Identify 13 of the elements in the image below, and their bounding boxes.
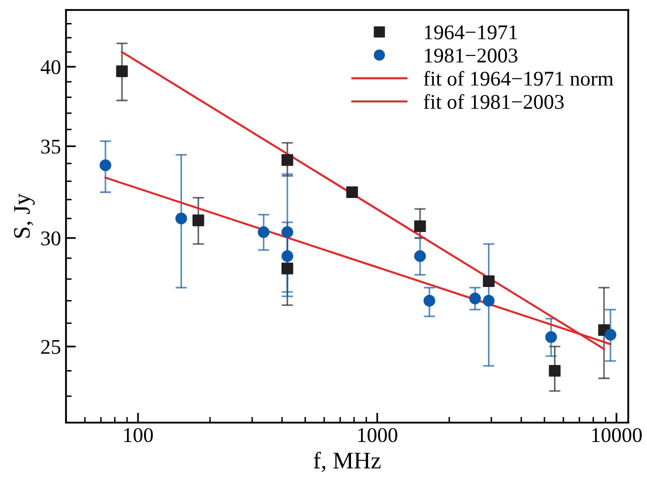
legend-label: 1981−2003 <box>424 48 518 63</box>
x-tick-label: 100 <box>124 428 153 442</box>
legend-label: fit of 1981−2003 <box>424 94 564 109</box>
y-tick-label: 40 <box>40 60 60 74</box>
legend-label: fit of 1964−1971 norm <box>424 70 614 86</box>
y-tick-label: 35 <box>41 140 60 154</box>
y-tick-label: 25 <box>41 340 60 354</box>
legend-label: 1964−1971 <box>424 25 517 40</box>
y-tick-label: 30 <box>41 231 60 246</box>
x-axis-title: f, MHz <box>314 452 381 472</box>
x-tick-label: 10000 <box>592 428 642 442</box>
y-axis-title: S, Jy <box>14 193 35 238</box>
x-tick-label: 1000 <box>358 428 398 442</box>
